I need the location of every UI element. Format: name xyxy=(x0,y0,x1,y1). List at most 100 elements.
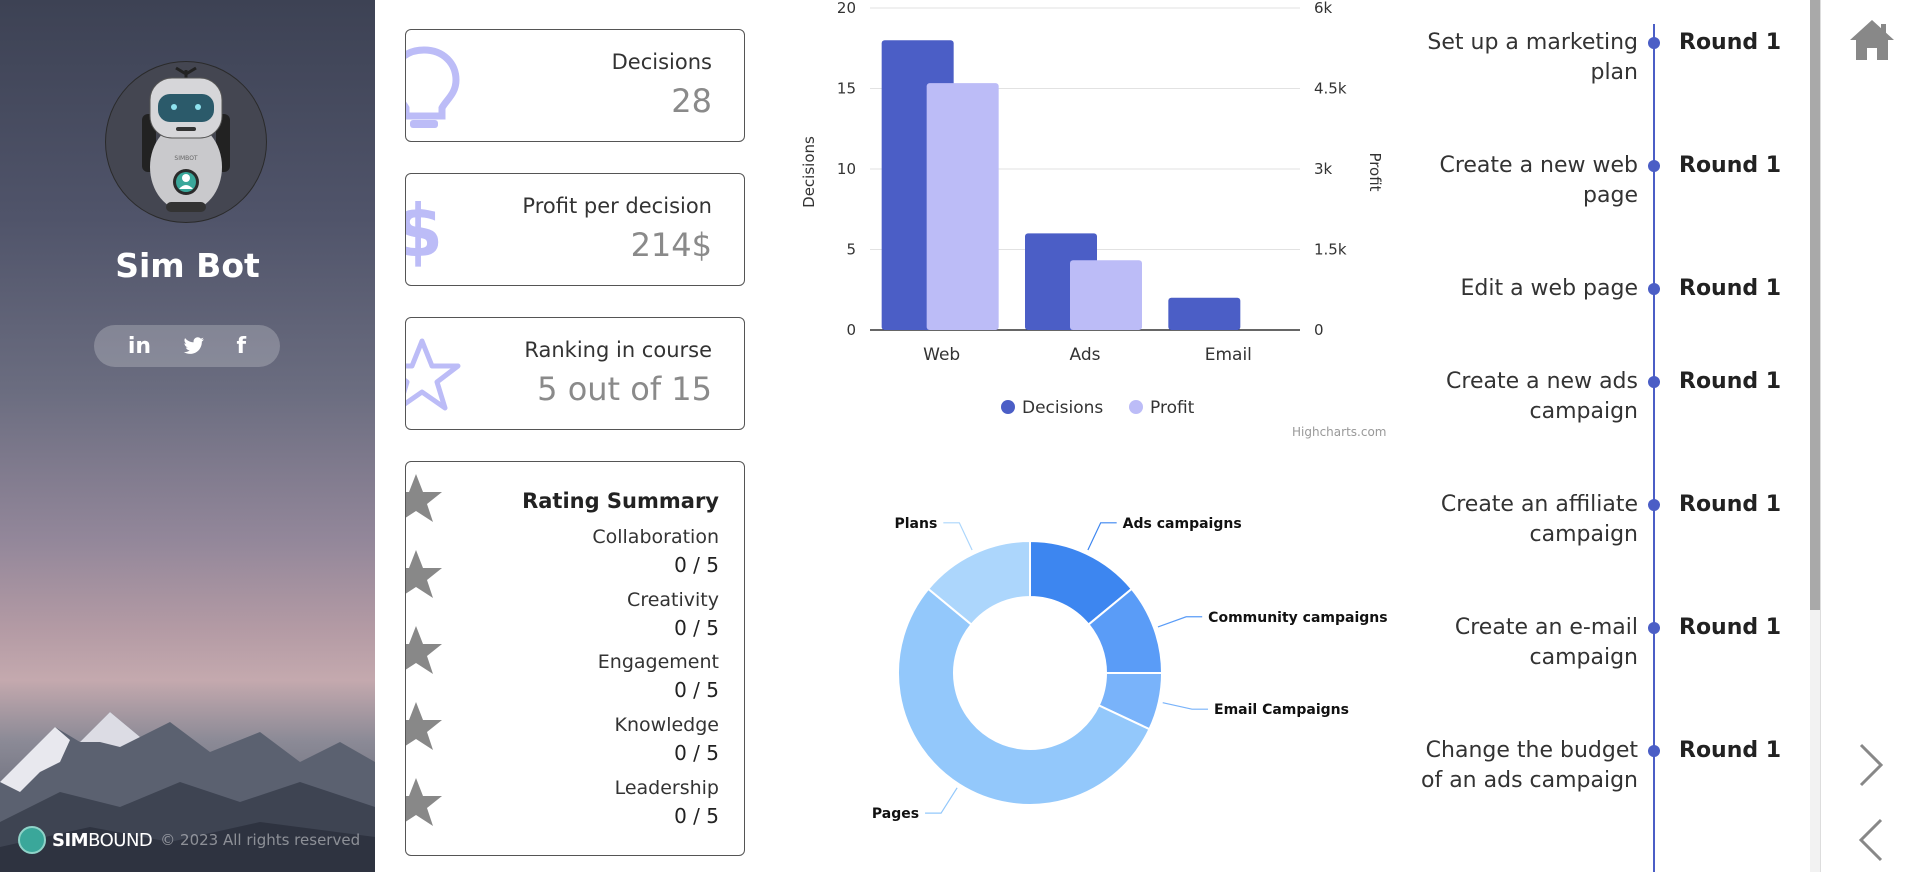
brand-footer: SIMBOUND © 2023 All rights reserved xyxy=(18,826,360,854)
brand-name: SIMBOUND xyxy=(52,829,153,851)
rating-value: 0 / 5 xyxy=(674,553,719,577)
timeline-dot xyxy=(1648,499,1660,511)
rating-item: Engagement 0 / 5 xyxy=(598,651,719,702)
profile-name: Sim Bot xyxy=(115,246,260,285)
next-chevron-icon[interactable] xyxy=(1857,742,1885,788)
avatar: SIMBOT xyxy=(105,61,267,223)
decisions-card: Decisions 28 xyxy=(405,29,745,142)
y-left-tick: 5 xyxy=(846,241,856,259)
profit-card: $ Profit per decision 214$ xyxy=(405,173,745,286)
legend-swatch xyxy=(1001,400,1015,414)
y-left-tick: 0 xyxy=(846,321,856,339)
donut-slice[interactable] xyxy=(926,539,1031,626)
brand-name-bold: SIM xyxy=(52,829,89,851)
timeline-dot xyxy=(1648,37,1660,49)
rating-label: Leadership xyxy=(614,777,719,799)
y-right-axis-label: Profit xyxy=(1366,152,1384,191)
bar-profit[interactable] xyxy=(926,83,999,330)
robot-avatar-icon: SIMBOT xyxy=(142,66,230,212)
timeline-task: Edit a web page xyxy=(1460,276,1638,301)
star-icon xyxy=(406,550,442,598)
svg-text:$: $ xyxy=(405,194,443,273)
y-right-tick: 4.5k xyxy=(1314,80,1347,98)
timeline-dot xyxy=(1648,745,1660,757)
rating-item: Knowledge 0 / 5 xyxy=(615,714,719,765)
timeline-task: Create a new web page xyxy=(1439,153,1638,208)
slice-label: Plans xyxy=(895,516,938,532)
simbound-logo-icon xyxy=(18,826,46,854)
legend-label: Decisions xyxy=(1022,398,1103,418)
brand-name-light: BOUND xyxy=(88,829,153,851)
label-connector xyxy=(1157,616,1203,628)
legend-item[interactable]: Profit xyxy=(1129,398,1195,418)
timeline-dot xyxy=(1648,622,1660,634)
bar-profit[interactable] xyxy=(1070,260,1142,330)
slice-label: Community campaigns xyxy=(1208,610,1387,626)
timeline-round: Round 1 xyxy=(1679,615,1782,640)
rating-stars xyxy=(406,474,442,826)
rating-label: Collaboration xyxy=(592,526,719,548)
legend-label: Profit xyxy=(1150,398,1195,418)
rating-title: Rating Summary xyxy=(522,489,719,513)
star-icon xyxy=(406,778,442,826)
rating-summary-card: Rating Summary Collaboration 0 / 5 Creat… xyxy=(405,461,745,856)
ranking-value: 5 out of 15 xyxy=(537,370,712,408)
lightbulb-icon xyxy=(406,46,460,128)
timeline-dot xyxy=(1648,376,1660,388)
y-right-tick: 6k xyxy=(1314,0,1333,17)
previous-chevron-icon[interactable] xyxy=(1857,817,1885,863)
label-connector xyxy=(1162,702,1209,710)
timeline-round: Round 1 xyxy=(1679,492,1782,517)
star-icon xyxy=(406,626,442,674)
donut-slice[interactable] xyxy=(897,587,1151,806)
svg-text:SIMBOT: SIMBOT xyxy=(174,155,197,162)
timeline-task: Create an affiliate campaign xyxy=(1440,492,1638,547)
rating-item: Leadership 0 / 5 xyxy=(615,777,719,828)
decisions-value: 28 xyxy=(671,82,712,120)
label-connector xyxy=(925,787,958,814)
scrollbar-thumb[interactable] xyxy=(1810,0,1820,610)
decisions-profit-bar-chart: 0 5 10 15 20 0 1.5k 3k 4.5k 6k Decisions Profit Web A… xyxy=(800,0,1384,418)
rating-label: Knowledge xyxy=(614,714,719,736)
timeline-round: Round 1 xyxy=(1679,369,1782,394)
home-icon[interactable] xyxy=(1848,18,1896,62)
copyright: © 2023 All rights reserved xyxy=(160,831,361,849)
timeline-task: Change the budget of an ads campaign xyxy=(1421,738,1638,793)
y-right-tick: 3k xyxy=(1314,160,1333,178)
slice-label: Ads campaigns xyxy=(1123,516,1242,532)
label-connector xyxy=(1087,522,1117,551)
twitter-icon[interactable] xyxy=(183,337,205,355)
x-tick-label: Email xyxy=(1205,345,1252,365)
y-left-tick: 10 xyxy=(837,160,856,178)
star-icon xyxy=(406,702,442,750)
timeline-dot xyxy=(1648,160,1660,172)
y-left-tick: 20 xyxy=(837,0,856,17)
profit-label: Profit per decision xyxy=(522,194,712,218)
legend-item[interactable]: Decisions xyxy=(1001,398,1103,418)
y-right-tick: 0 xyxy=(1314,321,1324,339)
timeline-round: Round 1 xyxy=(1679,30,1782,55)
activity-donut-chart: Ads campaigns Community campaigns Email Ca… xyxy=(872,516,1388,822)
timeline-round: Round 1 xyxy=(1679,738,1782,763)
timeline-line xyxy=(1653,24,1655,872)
rating-item: Collaboration 0 / 5 xyxy=(592,526,719,577)
y-left-axis-label: Decisions xyxy=(800,136,818,208)
y-right-tick: 1.5k xyxy=(1314,241,1347,259)
legend-swatch xyxy=(1129,400,1143,414)
x-tick-label: Web xyxy=(923,345,960,365)
facebook-icon[interactable]: f xyxy=(236,333,247,359)
star-outline-icon xyxy=(406,338,461,411)
dollar-icon: $ xyxy=(405,194,443,273)
mountain-background xyxy=(0,712,375,872)
bar-decisions[interactable] xyxy=(1168,297,1241,330)
chart-credit[interactable]: Highcharts.com xyxy=(1292,425,1387,439)
ranking-label: Ranking in course xyxy=(524,338,712,362)
ranking-card: Ranking in course 5 out of 15 xyxy=(405,317,745,430)
timeline-task: Create a new ads campaign xyxy=(1446,369,1638,424)
rating-label: Engagement xyxy=(597,651,719,673)
decisions-label: Decisions xyxy=(611,50,712,74)
timeline-round: Round 1 xyxy=(1679,276,1782,301)
y-left-tick: 15 xyxy=(837,80,856,98)
timeline-round: Round 1 xyxy=(1679,153,1782,178)
linkedin-icon[interactable]: in xyxy=(127,333,152,359)
